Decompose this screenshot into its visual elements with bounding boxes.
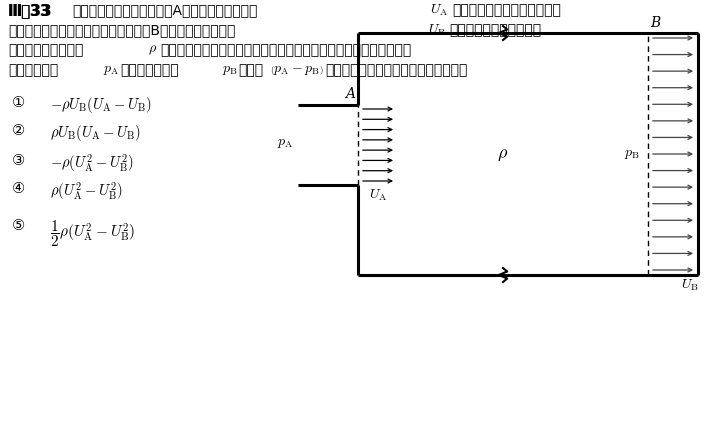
Text: と流出部の圧力: と流出部の圧力 <box>120 63 179 77</box>
Text: $\rho U_\mathrm{B}(U_\mathrm{A}-U_\mathrm{B})$: $\rho U_\mathrm{B}(U_\mathrm{A}-U_\mathr… <box>50 123 141 143</box>
Text: える。流体の密度を: える。流体の密度を <box>8 43 83 57</box>
Text: $U_\mathrm{A}$: $U_\mathrm{A}$ <box>430 3 449 18</box>
Text: ②: ② <box>12 123 25 138</box>
Text: $p_\mathrm{A}$: $p_\mathrm{A}$ <box>103 63 120 77</box>
Text: Ⅲ－33: Ⅲ－33 <box>8 3 51 18</box>
Text: で流れ出る２次元流を考: で流れ出る２次元流を考 <box>449 23 541 37</box>
Text: Ⅲ－33: Ⅲ－33 <box>8 3 53 18</box>
Text: $p_\mathrm{B}$: $p_\mathrm{B}$ <box>222 63 238 77</box>
Text: $p_\mathrm{A}$: $p_\mathrm{A}$ <box>277 136 293 150</box>
Text: を持つ流体が流れ込み，急拡: を持つ流体が流れ込み，急拡 <box>452 3 561 17</box>
Text: $\rho$: $\rho$ <box>148 43 157 57</box>
Text: $U_\mathrm{B}$: $U_\mathrm{B}$ <box>428 23 446 38</box>
Text: $-\rho U_\mathrm{B}(U_\mathrm{A}-U_\mathrm{B})$: $-\rho U_\mathrm{B}(U_\mathrm{A}-U_\math… <box>50 95 152 115</box>
Text: $\dfrac{1}{2}\rho(U_\mathrm{A}^2-U_\mathrm{B}^2)$: $\dfrac{1}{2}\rho(U_\mathrm{A}^2-U_\math… <box>50 218 135 249</box>
Text: ⑤: ⑤ <box>12 218 25 233</box>
Text: ③: ③ <box>12 153 25 168</box>
Text: として，最も適切なものはどれか。: として，最も適切なものはどれか。 <box>325 63 467 77</box>
Text: $-\rho(U_\mathrm{A}^2-U_\mathrm{B}^2)$: $-\rho(U_\mathrm{A}^2-U_\mathrm{B}^2)$ <box>50 153 134 175</box>
Text: 流入部の圧力: 流入部の圧力 <box>8 63 58 77</box>
Text: $\rho(U_\mathrm{A}^2-U_\mathrm{B}^2)$: $\rho(U_\mathrm{A}^2-U_\mathrm{B}^2)$ <box>50 181 122 203</box>
Text: B: B <box>650 16 660 30</box>
Text: $p_\mathrm{B}$: $p_\mathrm{B}$ <box>624 147 640 161</box>
Text: 大管で広がった後，十分下流の流出部Bより一様な速度分布: 大管で広がった後，十分下流の流出部Bより一様な速度分布 <box>8 23 236 37</box>
Text: $U_\mathrm{A}$: $U_\mathrm{A}$ <box>369 188 387 203</box>
Text: ①: ① <box>12 95 25 110</box>
Text: ④: ④ <box>12 181 25 196</box>
Text: $\left(p_\mathrm{A}-p_\mathrm{B}\right)$: $\left(p_\mathrm{A}-p_\mathrm{B}\right)$ <box>270 63 323 77</box>
Text: とし，壁面に作用する粘性応力の影響は無視して良い。このとき，: とし，壁面に作用する粘性応力の影響は無視して良い。このとき， <box>160 43 412 57</box>
Text: $\rho$: $\rho$ <box>498 145 508 163</box>
Text: $U_\mathrm{B}$: $U_\mathrm{B}$ <box>681 278 699 294</box>
Text: の差: の差 <box>238 63 263 77</box>
Text: A: A <box>345 87 355 101</box>
Text: 下図に示すように，流入部Aから一様な速度分布: 下図に示すように，流入部Aから一様な速度分布 <box>72 3 257 17</box>
